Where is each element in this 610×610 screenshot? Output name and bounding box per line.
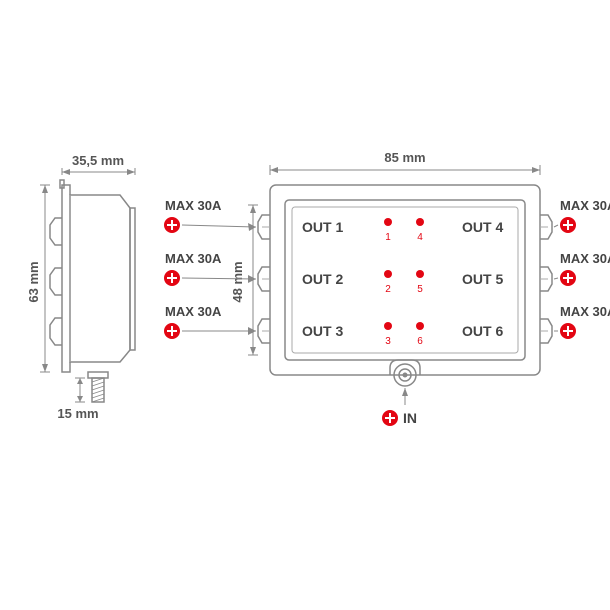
out6-label: OUT 6 [462,323,503,339]
svg-text:MAX 30A: MAX 30A [165,251,222,266]
led-indicators: 1 4 2 5 3 6 [384,218,424,347]
out3-label: OUT 3 [302,323,343,339]
dim-48mm-label: 48 mm [230,261,245,302]
svg-text:MAX 30A: MAX 30A [165,198,222,213]
svg-text:6: 6 [417,336,423,347]
max-right-2: MAX 30A [554,251,610,286]
technical-diagram: 35,5 mm 63 mm [0,0,610,610]
svg-text:4: 4 [417,232,423,243]
svg-text:IN: IN [403,410,417,426]
svg-text:MAX 30A: MAX 30A [560,198,610,213]
terminal-left-2 [258,267,270,291]
svg-text:5: 5 [417,284,423,295]
terminal-right-2 [540,267,552,291]
dim-15mm-label: 15 mm [57,406,98,421]
dim-left-63mm: 63 mm [26,185,50,372]
out5-label: OUT 5 [462,271,503,287]
svg-text:MAX 30A: MAX 30A [165,304,222,319]
terminal-right-1 [540,215,552,239]
svg-text:3: 3 [385,336,391,347]
max-right-1: MAX 30A [554,198,610,233]
max-left-3: MAX 30A [164,304,256,339]
bolt [88,372,108,402]
terminal-right-3 [540,319,552,343]
dim-top-85mm: 85 mm [270,150,540,175]
side-view: 35,5 mm 63 mm [26,153,135,421]
svg-text:MAX 30A: MAX 30A [560,251,610,266]
out1-label: OUT 1 [302,219,343,235]
terminal-left-1 [258,215,270,239]
dim-top-35mm: 35,5 mm [62,153,135,175]
max-left-1: MAX 30A [164,198,256,233]
dim-35mm-label: 35,5 mm [72,153,124,168]
input-label: IN [382,388,417,426]
side-tab-3 [50,318,62,345]
svg-text:MAX 30A: MAX 30A [560,304,610,319]
max-right-3: MAX 30A [554,304,610,339]
dim-85mm-label: 85 mm [384,150,425,165]
out4-label: OUT 4 [462,219,503,235]
side-tab-2 [50,268,62,295]
svg-text:1: 1 [385,232,391,243]
side-tab-1 [50,218,62,245]
side-profile [50,180,135,372]
out2-label: OUT 2 [302,271,343,287]
dim-63mm-label: 63 mm [26,261,41,302]
top-view: 85 mm 48 mm OUT 1 OUT 2 OUT 3 OUT 4 [164,150,610,426]
input-connector [390,360,420,386]
terminal-left-3 [258,319,270,343]
svg-text:2: 2 [385,284,391,295]
